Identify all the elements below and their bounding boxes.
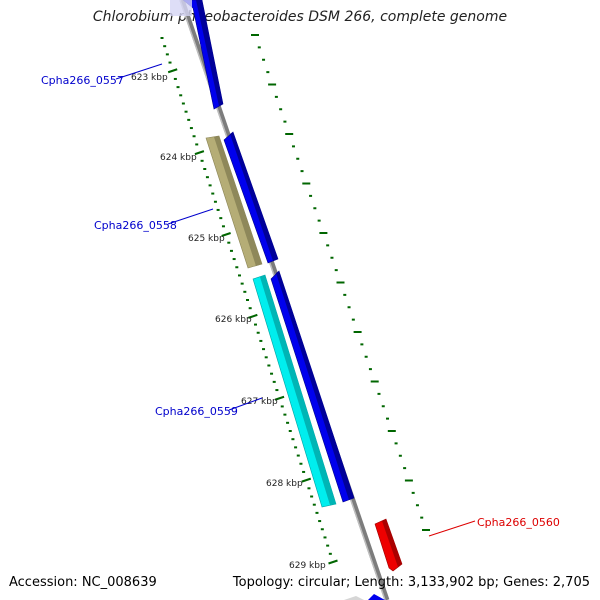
accession-text: Accession: NC_008639	[9, 575, 157, 590]
scale-major-tick	[274, 395, 285, 401]
scale-track	[160, 37, 338, 565]
tick-label: 629 kbp	[289, 561, 326, 571]
callout-line-0560	[428, 520, 476, 537]
tick-label: 624 kbp	[160, 153, 197, 163]
gene-label-cpha266-0560[interactable]: Cpha266_0560	[477, 516, 560, 529]
feature-cpha266-0558-shade	[214, 136, 262, 266]
callout-line-0559	[228, 397, 263, 411]
tick-label: 627 kbp	[241, 397, 278, 407]
scale-major-tick	[167, 68, 178, 74]
callout-line-0558	[167, 208, 214, 225]
gc-track-outer	[251, 34, 430, 531]
tick-label: 625 kbp	[188, 234, 225, 244]
scale-major-tick	[301, 477, 312, 483]
feature-cpha266-0557-shade	[196, 0, 223, 106]
feature-blue-2-shade	[230, 132, 278, 261]
feature-cpha266-0560-shade	[382, 519, 402, 567]
feature-blue-3-shade	[276, 271, 354, 500]
genome-summary: Topology: circular; Length: 3,133,902 bp…	[232, 575, 590, 590]
gene-label-cpha266-0558[interactable]: Cpha266_0558	[94, 219, 177, 232]
callout-line-0557	[115, 63, 163, 80]
scale-major-tick	[221, 232, 231, 237]
scale-major-tick	[248, 313, 258, 319]
scale-major-tick	[194, 150, 205, 156]
gene-label-cpha266-0557[interactable]: Cpha266_0557	[41, 74, 124, 87]
tick-label: 626 kbp	[215, 315, 252, 325]
scale-major-tick	[328, 559, 338, 565]
feature-faded-top	[170, 0, 192, 16]
tick-label: 628 kbp	[266, 479, 303, 489]
feature-blue-bottom	[368, 594, 385, 600]
tick-label: 623 kbp	[131, 73, 168, 83]
feature-faded-bottom	[344, 596, 364, 600]
gene-label-cpha266-0559[interactable]: Cpha266_0559	[155, 405, 238, 418]
feature-cpha266-0559-shade	[260, 275, 336, 505]
